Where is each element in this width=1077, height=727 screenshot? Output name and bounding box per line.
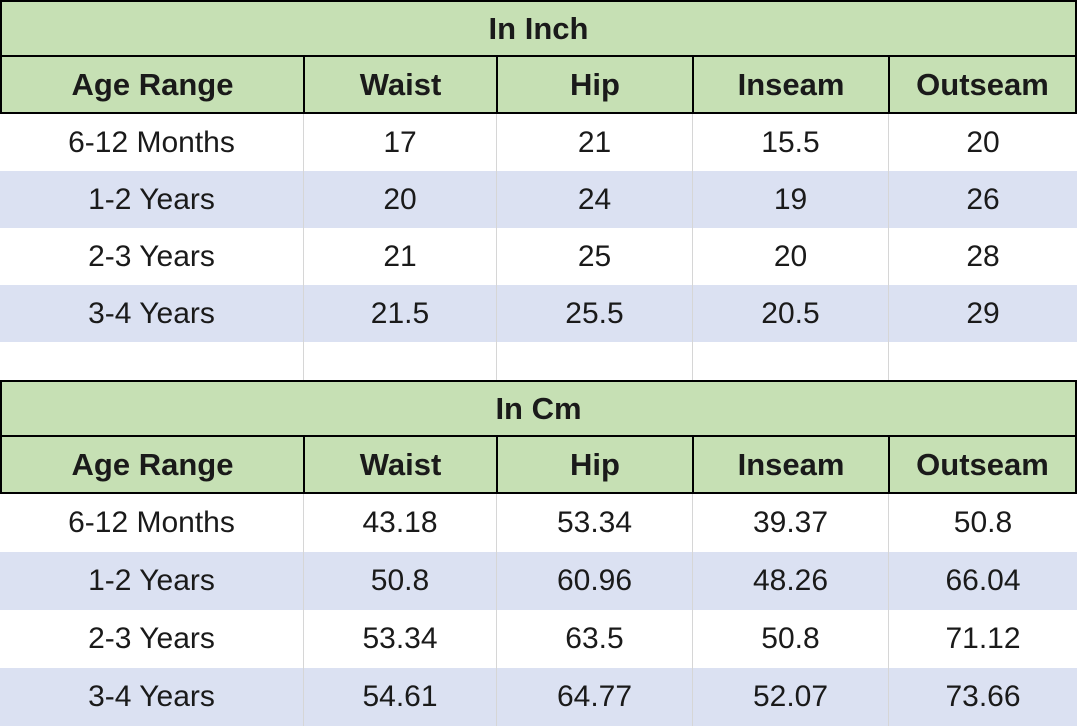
- empty-cell: [303, 342, 496, 380]
- table-cell: 52.07: [692, 668, 888, 726]
- table-cell: 25.5: [496, 285, 692, 342]
- table-cell: 21: [496, 114, 692, 171]
- inch-table-title: In Inch: [2, 2, 1075, 57]
- table-cell: 66.04: [888, 552, 1077, 610]
- row-label: 3-4 Years: [88, 680, 215, 713]
- table-cell: 73.66: [888, 668, 1077, 726]
- row-label: 6-12 Months: [68, 506, 235, 539]
- row-label: 1-2 Years: [88, 564, 215, 597]
- empty-cell: [888, 342, 1077, 380]
- table-row: 6-12 Months 43.18 53.34 39.37 50.8: [0, 494, 1077, 552]
- empty-cell: [496, 342, 692, 380]
- empty-cell: [0, 342, 303, 380]
- table-cell: 26: [888, 171, 1077, 228]
- header-hip: Hip: [496, 57, 692, 112]
- inch-size-table: In Inch Age Range Waist Hip Inseam Outse…: [0, 0, 1077, 342]
- header-outseam: Outseam: [888, 57, 1075, 112]
- table-cell: 20: [303, 171, 496, 228]
- table-cell: 19: [692, 171, 888, 228]
- table-cell: 50.8: [692, 610, 888, 668]
- header-inseam: Inseam: [692, 57, 888, 112]
- cm-table-title: In Cm: [2, 382, 1075, 437]
- row-label: 6-12 Months: [68, 125, 235, 159]
- table-cell: 54.61: [303, 668, 496, 726]
- table-cell: 20.5: [692, 285, 888, 342]
- table-row: 2-3 Years 53.34 63.5 50.8 71.12: [0, 610, 1077, 668]
- table-cell: 43.18: [303, 494, 496, 552]
- row-label: 2-3 Years: [88, 239, 215, 273]
- table-cell: 20: [888, 114, 1077, 171]
- table-row: 3-4 Years 21.5 25.5 20.5 29: [0, 285, 1077, 342]
- header-outseam: Outseam: [888, 437, 1075, 492]
- header-age-range: Age Range: [71, 66, 234, 102]
- table-cell: 64.77: [496, 668, 692, 726]
- table-cell: 71.12: [888, 610, 1077, 668]
- empty-cell: [692, 342, 888, 380]
- table-cell: 21.5: [303, 285, 496, 342]
- table-cell: 24: [496, 171, 692, 228]
- table-cell: 53.34: [303, 610, 496, 668]
- cm-table-head: In Cm Age Range Waist Hip Inseam Outseam: [0, 380, 1077, 494]
- table-cell: 20: [692, 228, 888, 285]
- table-cell: 15.5: [692, 114, 888, 171]
- table-cell: 63.5: [496, 610, 692, 668]
- table-row: 1-2 Years 20 24 19 26: [0, 171, 1077, 228]
- table-cell: 60.96: [496, 552, 692, 610]
- header-inseam: Inseam: [692, 437, 888, 492]
- header-waist: Waist: [303, 57, 496, 112]
- table-row: 1-2 Years 50.8 60.96 48.26 66.04: [0, 552, 1077, 610]
- inch-header-row: Age Range Waist Hip Inseam Outseam: [2, 57, 1075, 112]
- row-label: 2-3 Years: [88, 622, 215, 655]
- table-cell: 50.8: [303, 552, 496, 610]
- header-waist: Waist: [303, 437, 496, 492]
- table-row: 2-3 Years 21 25 20 28: [0, 228, 1077, 285]
- table-cell: 50.8: [888, 494, 1077, 552]
- empty-row: [0, 342, 1077, 380]
- table-cell: 25: [496, 228, 692, 285]
- table-row: 3-4 Years 54.61 64.77 52.07 73.66: [0, 668, 1077, 726]
- table-cell: 21: [303, 228, 496, 285]
- cm-size-table: In Cm Age Range Waist Hip Inseam Outseam…: [0, 380, 1077, 726]
- row-label: 3-4 Years: [88, 296, 215, 330]
- table-cell: 29: [888, 285, 1077, 342]
- table-cell: 48.26: [692, 552, 888, 610]
- row-label: 1-2 Years: [88, 182, 215, 216]
- cm-header-row: Age Range Waist Hip Inseam Outseam: [2, 437, 1075, 492]
- header-hip: Hip: [496, 437, 692, 492]
- table-cell: 53.34: [496, 494, 692, 552]
- header-age-range: Age Range: [71, 446, 234, 482]
- table-cell: 39.37: [692, 494, 888, 552]
- table-cell: 28: [888, 228, 1077, 285]
- inch-table-head: In Inch Age Range Waist Hip Inseam Outse…: [0, 0, 1077, 114]
- table-cell: 17: [303, 114, 496, 171]
- table-row: 6-12 Months 17 21 15.5 20: [0, 114, 1077, 171]
